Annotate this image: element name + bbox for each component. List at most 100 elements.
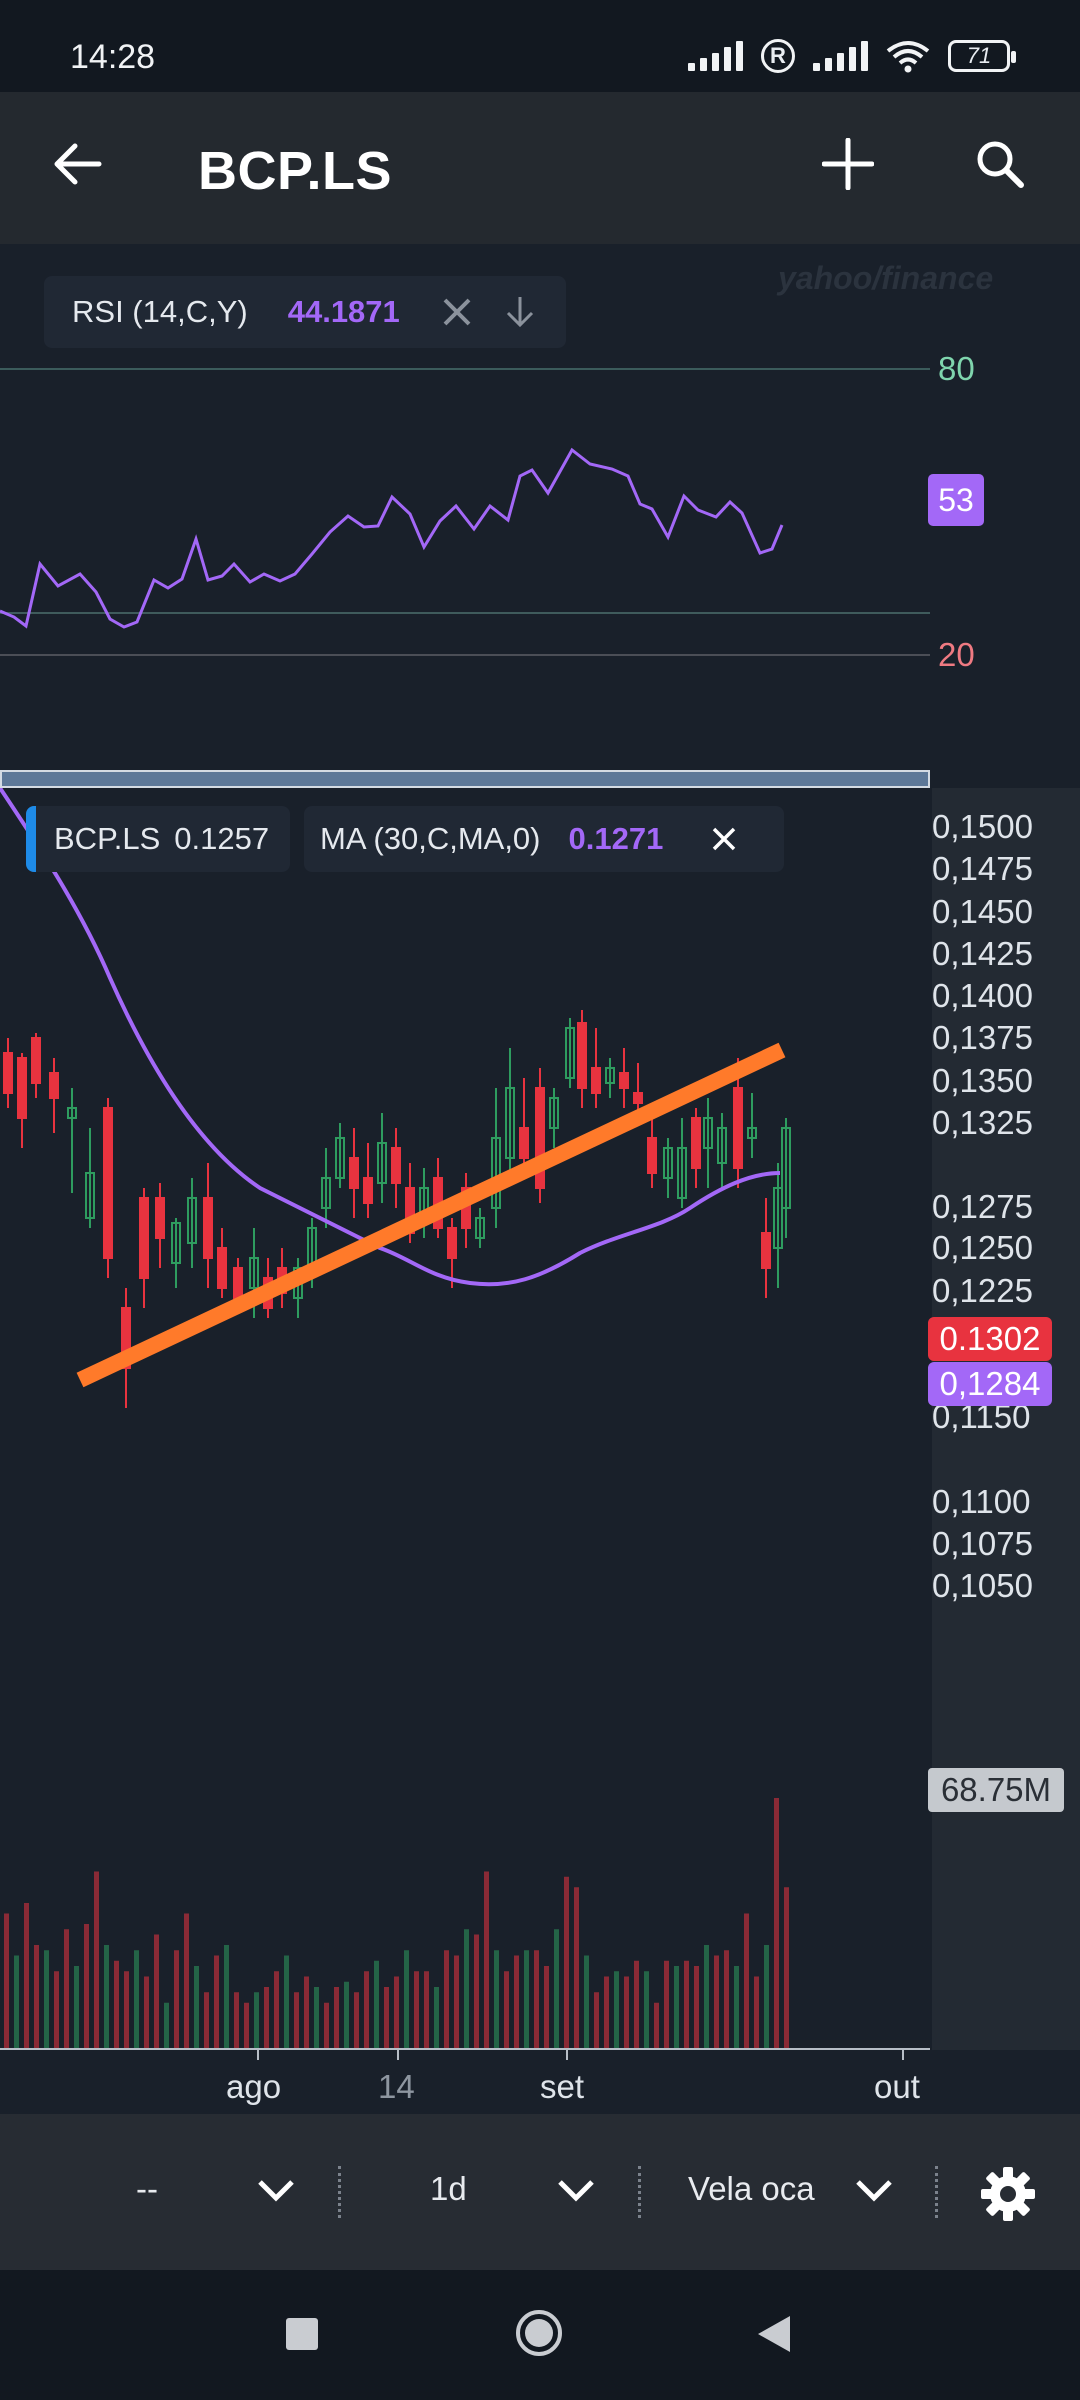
remove-rsi-button[interactable] <box>442 297 472 327</box>
home-button[interactable] <box>516 2310 562 2356</box>
chevron-down-icon[interactable] <box>256 2178 296 2204</box>
candle-body <box>663 1147 673 1179</box>
volume-bar <box>134 1950 139 2050</box>
symbol-legend: BCP.LS 0.1257 <box>26 806 290 872</box>
back-button[interactable] <box>42 128 114 200</box>
time-label-set: set <box>540 2068 585 2105</box>
volume-bar <box>244 2002 249 2050</box>
candle-body <box>363 1177 373 1204</box>
volume-bar <box>744 1913 749 2050</box>
chart-area[interactable]: yahoo/finance RSI (14,C,Y) 44.1871 80 20… <box>0 244 1080 2114</box>
volume-bar <box>54 1971 59 2050</box>
candle-body <box>3 1052 13 1094</box>
price-axis-label: 0,1400 <box>932 977 1033 1014</box>
volume-bar <box>674 1966 679 2050</box>
candle-body <box>591 1067 601 1094</box>
volume-bar <box>284 1955 289 2050</box>
back-nav-button[interactable] <box>756 2314 792 2354</box>
volume-bar <box>494 1950 499 2050</box>
battery-icon: 71 <box>948 40 1016 72</box>
chevron-down-icon[interactable] <box>556 2178 596 2204</box>
status-time: 14:28 <box>70 38 156 76</box>
chart-type-selector[interactable]: Vela oca <box>688 2170 815 2207</box>
rsi-line-chart <box>0 368 930 656</box>
volume-bar <box>84 1924 89 2050</box>
volume-bar <box>204 1992 209 2050</box>
app-bar: BCP.LS <box>0 92 1080 244</box>
volume-bar <box>784 1887 789 2050</box>
rsi-current-badge: 53 <box>928 474 984 526</box>
search-button[interactable] <box>964 128 1036 200</box>
volume-bar <box>704 1945 709 2050</box>
volume-bar <box>774 1798 779 2050</box>
candle-body <box>349 1157 359 1189</box>
candle-body <box>781 1127 791 1209</box>
candle-body <box>321 1177 331 1209</box>
price-axis-label: 0,1075 <box>932 1525 1033 1562</box>
volume-bar <box>574 1887 579 2050</box>
collapse-rsi-button[interactable] <box>504 295 536 329</box>
candle-body <box>717 1127 727 1164</box>
volume-bar <box>714 1955 719 2050</box>
volume-bar <box>614 1971 619 2050</box>
candle-body <box>761 1232 771 1269</box>
volume-bar <box>344 1981 349 2050</box>
volume-bar <box>314 1987 319 2050</box>
volume-bar <box>684 1960 689 2050</box>
volume-bar <box>264 1987 269 2050</box>
panel-divider[interactable] <box>0 770 930 788</box>
candle-body <box>475 1217 485 1239</box>
watermark: yahoo/finance <box>778 260 994 296</box>
price-axis-label: 0,1375 <box>932 1019 1033 1056</box>
volume-bar <box>44 1950 49 2050</box>
recents-button[interactable] <box>286 2318 318 2350</box>
volume-bar <box>434 1987 439 2050</box>
comparison-selector[interactable]: -- <box>136 2170 158 2207</box>
volume-bar <box>374 1960 379 2050</box>
arrow-left-icon <box>54 143 102 185</box>
candle-body <box>549 1097 559 1129</box>
candle-body <box>505 1087 515 1159</box>
time-label-14: 14 <box>378 2068 415 2105</box>
settings-button[interactable] <box>980 2166 1040 2226</box>
remove-ma-button[interactable] <box>711 826 737 852</box>
toolbar-separator <box>935 2166 942 2218</box>
interval-selector[interactable]: 1d <box>430 2170 467 2207</box>
price-axis-label: 0,1450 <box>932 893 1033 930</box>
rsi-line <box>0 447 784 629</box>
candle-body <box>491 1137 501 1209</box>
candle-body <box>203 1197 213 1259</box>
price-axis: 0,1500 0,1475 0,1450 0,1425 0,1400 0,1375 0,13… <box>932 788 1080 2050</box>
volume-bar <box>194 1966 199 2050</box>
rsi-level-20-label: 20 <box>938 636 975 673</box>
add-comparison-button[interactable] <box>812 128 884 200</box>
ma-value: 0.1271 <box>568 821 664 856</box>
volume-bar <box>304 1976 309 2050</box>
volume-bar <box>174 1950 179 2050</box>
volume-bar <box>644 1971 649 2050</box>
volume-bar <box>24 1903 29 2050</box>
price-axis-label: 0,1225 <box>932 1272 1033 1309</box>
symbol-name: BCP.LS <box>54 821 161 856</box>
rsi-chart <box>0 612 930 614</box>
candle-body <box>187 1197 197 1244</box>
volume-bar <box>144 1976 149 2050</box>
candlestick-chart[interactable] <box>0 788 930 2050</box>
volume-bar <box>324 2002 329 2050</box>
candle-body <box>565 1027 575 1079</box>
volume-bar <box>634 1960 639 2050</box>
ma-price-tag: 0,1284 <box>928 1362 1052 1406</box>
candle-body <box>605 1067 615 1084</box>
volume-bar <box>74 1966 79 2050</box>
close-icon <box>713 827 736 851</box>
chevron-down-icon[interactable] <box>854 2178 894 2204</box>
volume-bar <box>664 1960 669 2050</box>
volume-bar <box>724 1950 729 2050</box>
volume-bar <box>404 1950 409 2050</box>
time-label-ago: ago <box>226 2068 282 2105</box>
candle-body <box>335 1137 345 1179</box>
volume-bar <box>654 2002 659 2050</box>
volume-bar <box>734 1966 739 2050</box>
price-axis-label: 0,1050 <box>932 1567 1033 1604</box>
gear-icon <box>981 2167 1035 2221</box>
